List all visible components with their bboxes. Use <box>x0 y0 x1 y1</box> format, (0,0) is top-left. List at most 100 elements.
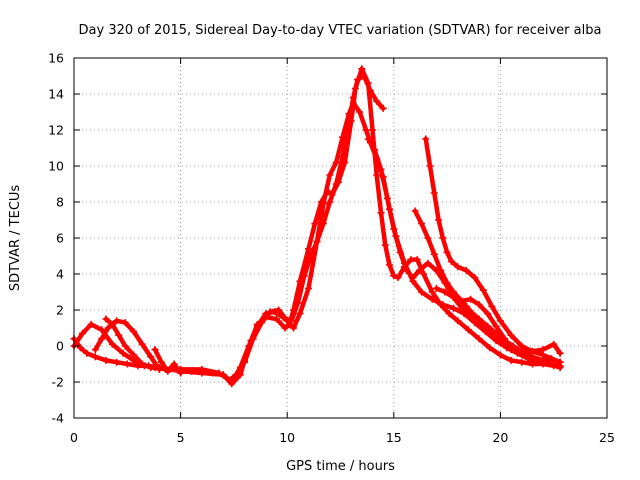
data-point <box>556 349 564 357</box>
data-point <box>108 340 116 348</box>
data-point <box>360 72 368 80</box>
data-point <box>458 297 466 305</box>
data-point <box>147 364 155 372</box>
data-point <box>471 274 479 282</box>
data-point <box>209 369 217 377</box>
data-point <box>475 301 483 309</box>
x-tick-label: 25 <box>599 430 615 445</box>
data-point <box>518 342 526 350</box>
data-point <box>332 180 340 188</box>
data-point <box>356 108 364 116</box>
data-point <box>339 153 347 161</box>
data-point <box>104 324 112 332</box>
data-point <box>377 166 385 174</box>
data-point <box>539 351 547 359</box>
data-point <box>119 349 127 357</box>
data-point <box>415 266 423 274</box>
data-point <box>496 338 504 346</box>
data-point <box>177 369 185 377</box>
data-point <box>273 315 281 323</box>
data-point <box>123 360 131 368</box>
data-point <box>484 322 492 330</box>
data-point <box>300 272 308 280</box>
data-point <box>102 356 110 364</box>
data-point <box>345 121 353 129</box>
data-point <box>439 234 447 242</box>
data-point <box>281 324 289 332</box>
data-point <box>467 313 475 321</box>
y-tick-label: -2 <box>52 375 64 390</box>
data-point <box>332 158 340 166</box>
data-point <box>383 194 391 202</box>
y-tick-label: 12 <box>48 123 64 138</box>
data-point <box>228 378 236 386</box>
series-track-8 <box>432 284 509 343</box>
data-point <box>424 259 432 267</box>
series-line <box>412 208 563 365</box>
data-point <box>424 234 432 242</box>
series-track-9 <box>151 346 185 377</box>
data-point <box>379 104 387 112</box>
data-point <box>486 329 494 337</box>
data-point <box>496 317 504 325</box>
data-point <box>418 288 426 296</box>
data-point <box>441 288 449 296</box>
x-tick-label: 5 <box>177 430 185 445</box>
data-point <box>467 295 475 303</box>
data-point <box>113 358 121 366</box>
y-tick-label: 2 <box>56 303 64 318</box>
data-point <box>447 257 455 265</box>
data-point <box>469 310 477 318</box>
data-point <box>130 351 138 359</box>
data-point <box>377 209 385 217</box>
data-point <box>358 65 366 73</box>
data-point <box>121 342 129 350</box>
data-point <box>501 335 509 343</box>
x-tick-label: 10 <box>279 430 295 445</box>
x-tick-label: 20 <box>492 430 508 445</box>
series-track-3 <box>102 72 387 386</box>
data-point <box>155 365 163 373</box>
data-point <box>76 344 84 352</box>
data-point <box>445 310 453 318</box>
data-point <box>550 340 558 348</box>
data-point <box>294 299 302 307</box>
data-point <box>170 360 178 368</box>
data-point <box>362 126 370 134</box>
y-tick-label: 4 <box>56 267 64 282</box>
data-point <box>349 94 357 102</box>
data-point <box>507 331 515 339</box>
data-point <box>253 322 261 330</box>
data-point <box>287 317 295 325</box>
series-track-1 <box>70 65 564 388</box>
data-point <box>373 171 381 179</box>
data-point <box>305 245 313 253</box>
data-point <box>462 302 470 310</box>
data-point <box>435 216 443 224</box>
y-axis-label: SDTVAR / TECUs <box>8 185 23 292</box>
y-tick-label: 14 <box>48 87 64 102</box>
data-point <box>426 162 434 170</box>
data-point <box>409 274 417 282</box>
data-point <box>464 326 472 334</box>
data-point <box>307 252 315 260</box>
data-point <box>121 319 129 327</box>
data-point <box>113 317 121 325</box>
data-point <box>443 248 451 256</box>
data-point <box>396 248 404 256</box>
data-point <box>403 266 411 274</box>
data-point <box>290 324 298 332</box>
data-point <box>479 286 487 294</box>
data-point <box>138 340 146 348</box>
data-point <box>432 284 440 292</box>
data-point <box>386 261 394 269</box>
data-point <box>475 335 483 343</box>
data-point <box>518 358 526 366</box>
data-point <box>420 270 428 278</box>
data-point <box>262 310 270 318</box>
y-tick-label: -4 <box>52 411 65 426</box>
data-point <box>326 171 334 179</box>
data-point <box>368 126 376 134</box>
data-point <box>305 284 313 292</box>
